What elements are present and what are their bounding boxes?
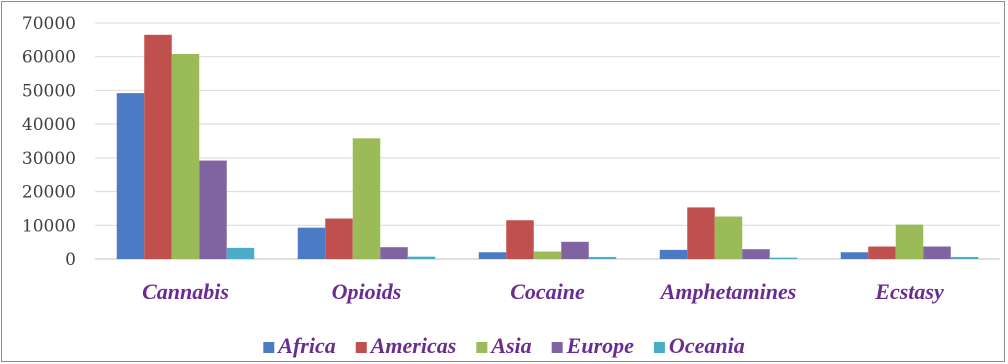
bar-oceania-ecstasy — [950, 256, 979, 259]
legend-item-americas: Americas — [355, 333, 457, 358]
legend-item-oceania: Oceania — [653, 333, 745, 358]
bar-asia-cocaine — [533, 251, 562, 259]
legend: Africa Americas Asia Europe Oceania — [263, 333, 745, 358]
bar-europe-amphetamines — [742, 249, 770, 259]
bar-asia-amphetamines — [714, 216, 743, 259]
legend-swatch — [551, 342, 563, 353]
legend-swatch — [653, 342, 665, 353]
legend-label: Americas — [369, 333, 457, 358]
bar-africa-cannabis — [116, 93, 145, 259]
x-category-label: Cannabis — [142, 279, 229, 304]
legend-label: Africa — [276, 333, 335, 358]
x-axis-categories: Cannabis Opioids Cocaine Amphetamines Ecstas… — [142, 279, 944, 304]
bar-europe-ecstasy — [923, 246, 951, 259]
bar-europe-cocaine — [561, 241, 589, 259]
y-tick-label: 10000 — [22, 216, 76, 236]
bars — [116, 34, 979, 259]
legend-item-africa: Africa — [263, 333, 336, 358]
bar-oceania-opioids — [407, 256, 436, 259]
legend-swatch — [263, 342, 275, 353]
legend-swatch — [355, 342, 367, 353]
x-category-label: Opioids — [332, 279, 402, 304]
legend-item-europe: Europe — [551, 333, 634, 358]
bar-asia-ecstasy — [895, 224, 924, 259]
bar-americas-cocaine — [506, 220, 534, 259]
y-tick-label: 70000 — [22, 14, 76, 34]
x-category-label: Ecstasy — [874, 279, 944, 304]
x-category-label: Amphetamines — [659, 279, 797, 304]
x-category-label: Cocaine — [510, 279, 585, 304]
bar-africa-cocaine — [478, 252, 507, 259]
legend-item-asia: Asia — [476, 333, 532, 358]
bar-oceania-cannabis — [226, 247, 255, 259]
legend-label: Europe — [566, 333, 634, 358]
y-axis-ticks: 0 10000 20000 30000 40000 50000 60000 70000 — [22, 14, 76, 270]
y-tick-label: 50000 — [22, 81, 76, 101]
bar-asia-opioids — [352, 138, 381, 259]
bar-americas-amphetamines — [687, 207, 715, 259]
bar-oceania-cocaine — [588, 256, 617, 259]
legend-label: Oceania — [669, 333, 745, 358]
bar-oceania-amphetamines — [769, 257, 798, 259]
legend-label: Asia — [489, 333, 531, 358]
bar-americas-ecstasy — [868, 246, 896, 259]
bar-asia-cannabis — [171, 54, 200, 259]
bar-africa-ecstasy — [840, 252, 869, 259]
bar-europe-opioids — [380, 247, 408, 259]
bar-africa-opioids — [297, 227, 326, 259]
bar-americas-cannabis — [144, 34, 172, 259]
bar-africa-amphetamines — [659, 249, 688, 259]
bar-americas-opioids — [325, 218, 353, 259]
bar-europe-cannabis — [199, 160, 227, 259]
y-tick-label: 20000 — [22, 183, 76, 203]
grid-lines — [95, 22, 1000, 260]
y-tick-label: 40000 — [22, 115, 76, 135]
legend-swatch — [476, 342, 488, 353]
y-tick-label: 30000 — [22, 149, 76, 169]
y-tick-label: 60000 — [22, 48, 76, 68]
y-tick-label: 0 — [65, 250, 76, 270]
